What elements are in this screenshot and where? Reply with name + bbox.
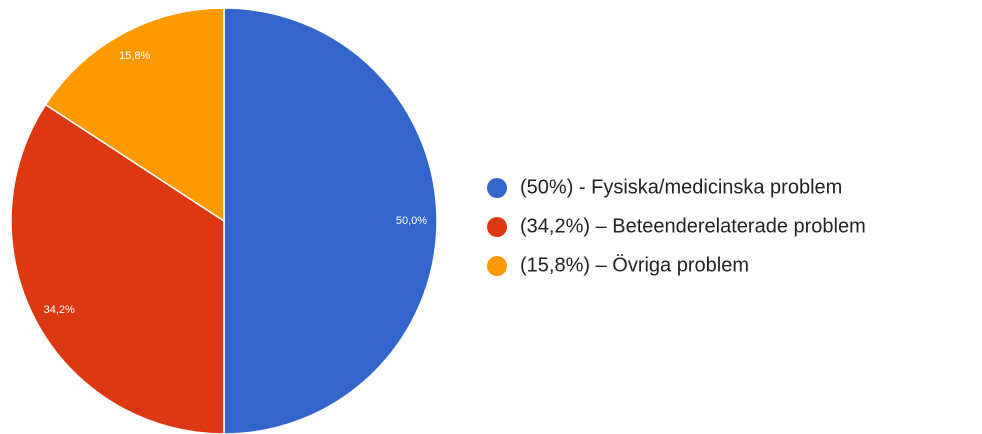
legend-label: (50%) - Fysiska/medicinska problem <box>520 176 842 198</box>
slice-label: 34,2% <box>44 304 75 316</box>
legend-swatch <box>487 256 507 276</box>
pie-slice <box>44 7 225 223</box>
legend-swatch <box>487 217 507 237</box>
legend-label: (34,2%) – Beteenderelaterade problem <box>520 215 866 237</box>
slice-label: 50,0% <box>396 215 427 227</box>
legend-label: (15,8%) – Övriga problem <box>520 254 749 276</box>
slice-label: 15,8% <box>119 50 150 62</box>
pie-slice <box>223 7 438 434</box>
legend-swatch <box>487 178 507 198</box>
